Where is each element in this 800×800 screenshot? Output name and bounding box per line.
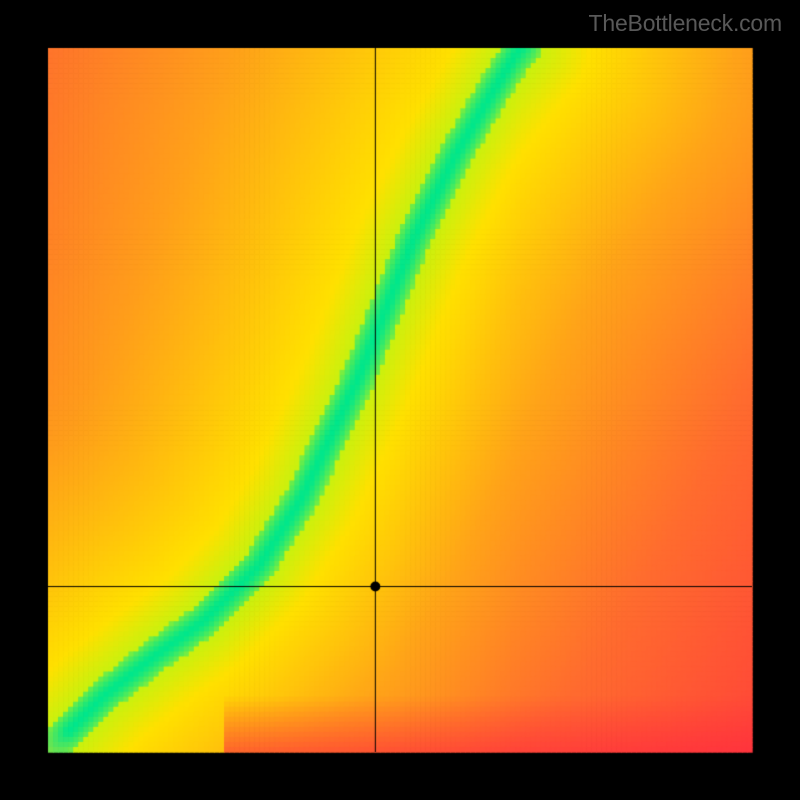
watermark-text: TheBottleneck.com [589, 10, 782, 37]
chart-container: TheBottleneck.com [0, 0, 800, 800]
heatmap-canvas [0, 0, 800, 800]
